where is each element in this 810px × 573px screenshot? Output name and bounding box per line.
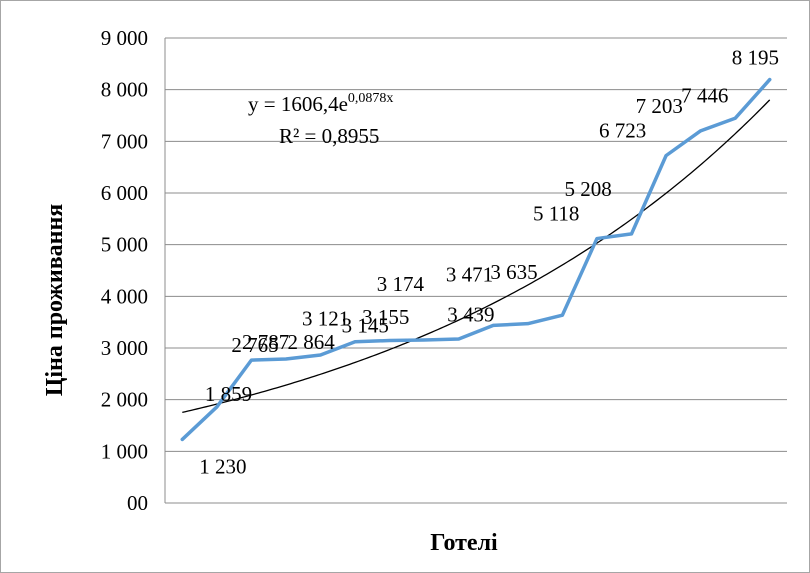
data-label: 2 765 bbox=[231, 333, 278, 357]
data-label: 2 787 bbox=[242, 330, 289, 354]
data-label: 7 203 bbox=[636, 94, 683, 118]
data-point bbox=[699, 129, 703, 133]
data-label: 5 118 bbox=[533, 202, 579, 226]
data-label: 1 230 bbox=[199, 454, 246, 478]
y-tick-label: 6 000 bbox=[101, 181, 148, 205]
data-point bbox=[560, 313, 564, 317]
y-tick-label: 3 000 bbox=[101, 336, 148, 360]
data-point bbox=[491, 323, 495, 327]
data-series bbox=[180, 77, 772, 442]
y-tick-label: 00 bbox=[127, 491, 148, 515]
trendline-path bbox=[182, 99, 771, 414]
data-point bbox=[249, 358, 253, 362]
y-tick-label: 2 000 bbox=[101, 388, 148, 412]
y-tick-label: 1 000 bbox=[101, 439, 148, 463]
series-line bbox=[180, 77, 772, 442]
data-label: 3 145 bbox=[342, 314, 389, 338]
y-tick-labels: 00 1 000 2 000 3 000 4 000 5 000 6 000 7 000 8 0… bbox=[101, 26, 148, 515]
data-point bbox=[733, 116, 737, 120]
data-point bbox=[180, 437, 184, 441]
trendline-equation-main: y = 1606,4e bbox=[248, 92, 348, 116]
data-label: 3 155 bbox=[362, 305, 409, 329]
y-tick-label: 8 000 bbox=[101, 78, 148, 102]
data-point bbox=[422, 338, 426, 342]
data-point bbox=[388, 339, 392, 343]
data-label: 2 864 bbox=[288, 330, 336, 354]
y-tick-label: 4 000 bbox=[101, 284, 148, 308]
trendline-equation: y = 1606,4e0,0878x bbox=[248, 91, 393, 116]
data-label: 6 723 bbox=[599, 119, 646, 143]
axes bbox=[164, 38, 787, 504]
data-label: 5 208 bbox=[565, 177, 612, 201]
data-label: 3 439 bbox=[447, 302, 494, 326]
trendline-equation-exponent: 0,0878x bbox=[348, 91, 394, 106]
y-axis-label: Ціна проживання bbox=[42, 204, 68, 397]
data-point bbox=[595, 237, 599, 241]
data-label: 3 121 bbox=[302, 307, 349, 331]
data-label: 3 174 bbox=[377, 272, 425, 296]
data-point bbox=[457, 337, 461, 341]
y-tick-label: 9 000 bbox=[101, 26, 148, 50]
y-tick-label: 5 000 bbox=[101, 233, 148, 257]
data-point bbox=[319, 353, 322, 357]
data-label: 1 859 bbox=[205, 382, 252, 406]
data-label: 8 195 bbox=[732, 46, 779, 70]
data-point bbox=[664, 154, 668, 158]
trendline bbox=[182, 99, 771, 414]
data-point bbox=[353, 340, 357, 344]
y-tick-label: 7 000 bbox=[101, 129, 148, 153]
data-point bbox=[215, 405, 219, 409]
data-label: 3 471 bbox=[446, 263, 493, 287]
data-label: 3 635 bbox=[490, 260, 537, 284]
data-point bbox=[526, 322, 530, 326]
trendline-r-squared: R² = 0,8955 bbox=[279, 124, 379, 148]
data-point bbox=[284, 357, 288, 361]
data-point bbox=[630, 232, 633, 236]
data-label: 7 446 bbox=[681, 83, 728, 107]
data-point bbox=[768, 78, 772, 82]
x-axis-label: Готелі bbox=[430, 530, 498, 556]
